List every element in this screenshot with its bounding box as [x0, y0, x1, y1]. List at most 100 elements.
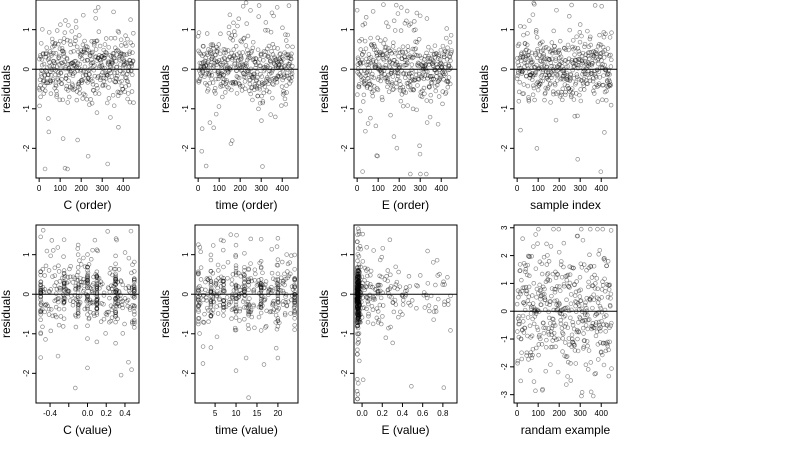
data-point	[85, 272, 90, 278]
data-point	[606, 287, 612, 292]
data-point	[287, 81, 292, 86]
data-point	[38, 355, 43, 360]
data-point	[67, 61, 73, 67]
data-point	[441, 52, 447, 57]
data-point	[277, 52, 282, 57]
data-point	[197, 78, 202, 84]
data-point	[371, 83, 377, 89]
data-point	[208, 252, 214, 258]
data-point	[240, 50, 245, 55]
data-point	[431, 59, 437, 65]
data-point	[367, 81, 373, 87]
data-point	[216, 268, 221, 273]
data-point	[540, 47, 546, 53]
data-point	[395, 11, 401, 16]
data-point	[242, 251, 247, 256]
data-point	[40, 227, 46, 233]
data-point	[394, 67, 400, 73]
data-point	[514, 301, 520, 307]
data-point	[93, 91, 98, 96]
data-point	[547, 82, 553, 87]
data-point	[549, 56, 555, 61]
data-point	[213, 52, 218, 58]
data-point	[592, 91, 597, 96]
data-point	[89, 57, 94, 62]
data-point	[132, 285, 137, 290]
data-point	[356, 57, 361, 62]
data-point	[115, 28, 121, 34]
data-point	[116, 90, 122, 95]
data-point	[79, 80, 85, 85]
data-point	[402, 54, 407, 60]
data-point	[221, 47, 227, 52]
data-point	[537, 282, 542, 288]
data-point	[269, 246, 274, 252]
data-point	[112, 79, 117, 84]
data-point	[115, 47, 120, 53]
data-point	[388, 82, 394, 88]
data-point	[127, 58, 133, 63]
data-point	[447, 53, 452, 59]
data-point	[273, 114, 278, 120]
data-point	[407, 82, 413, 88]
data-point	[118, 50, 124, 56]
data-point	[264, 88, 270, 93]
data-point	[218, 31, 223, 37]
data-point	[378, 50, 384, 56]
data-point	[44, 248, 50, 254]
data-point	[363, 73, 369, 79]
data-point	[75, 314, 81, 319]
data-point	[98, 60, 104, 65]
data-point	[67, 67, 72, 73]
data-point	[552, 43, 557, 49]
data-point	[270, 52, 276, 57]
data-point	[225, 275, 230, 281]
data-point	[93, 8, 98, 14]
data-point	[385, 53, 390, 59]
data-point	[102, 55, 107, 61]
data-point	[517, 79, 522, 85]
data-point	[360, 60, 366, 65]
data-point	[233, 55, 238, 60]
data-point	[603, 68, 609, 73]
data-point	[265, 27, 270, 33]
data-point	[216, 104, 222, 109]
data-point	[94, 285, 100, 291]
data-point	[536, 83, 542, 88]
data-point	[60, 136, 66, 141]
data-point	[533, 52, 538, 58]
data-point	[365, 76, 371, 81]
data-point	[114, 288, 119, 293]
data-point	[38, 308, 43, 314]
data-point	[528, 59, 534, 65]
data-point	[546, 70, 551, 75]
data-point	[43, 263, 49, 269]
data-point	[275, 73, 281, 79]
data-point	[196, 48, 201, 54]
data-point	[558, 66, 563, 71]
data-point	[220, 80, 226, 85]
data-point	[428, 74, 433, 79]
data-point	[113, 261, 118, 267]
data-point	[426, 84, 432, 89]
data-point	[556, 49, 561, 54]
data-point	[252, 59, 257, 65]
y-tick-label: 1	[22, 252, 31, 257]
data-point	[205, 60, 211, 65]
data-point	[391, 57, 396, 63]
data-point	[265, 64, 271, 69]
data-point	[256, 106, 261, 112]
data-point	[405, 103, 410, 108]
data-point	[586, 56, 592, 61]
data-point	[203, 80, 208, 86]
data-point	[236, 63, 241, 69]
data-point	[76, 84, 81, 90]
data-point	[85, 294, 90, 300]
data-point	[240, 83, 245, 89]
data-point	[544, 337, 549, 343]
y-tick-label: -1	[500, 335, 509, 343]
data-point	[65, 291, 70, 296]
data-point	[269, 10, 275, 16]
data-point	[355, 92, 360, 97]
